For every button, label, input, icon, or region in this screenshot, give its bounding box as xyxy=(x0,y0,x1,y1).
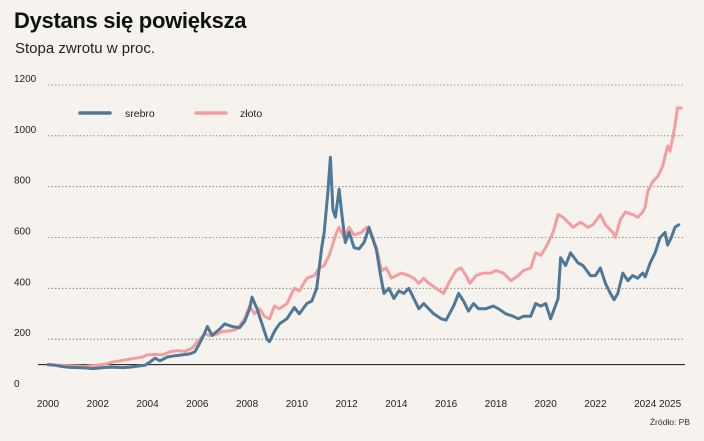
chart-title: Dystans się powiększa xyxy=(14,8,247,33)
y-tick-label: 200 xyxy=(14,328,31,339)
grid-lines xyxy=(38,84,685,366)
legend-label-zloto: złoto xyxy=(240,108,262,120)
y-tick-label: 1000 xyxy=(14,125,37,136)
y-tick-label: 800 xyxy=(14,176,31,187)
x-tick-label: 2012 xyxy=(335,399,358,410)
x-tick-label: 2006 xyxy=(186,399,209,410)
x-tick-label: 2018 xyxy=(485,399,508,410)
chart-subtitle: Stopa zwrotu w proc. xyxy=(15,40,156,57)
x-tick-label: 2022 xyxy=(584,399,607,410)
series-line-srebro xyxy=(46,155,681,371)
legend-label-srebro: srebro xyxy=(125,108,155,120)
x-tick-label: 2024 xyxy=(634,399,657,410)
y-tick-label: 1200 xyxy=(14,74,37,85)
x-tick-label: 2002 xyxy=(87,399,110,410)
series-lines xyxy=(46,106,683,371)
source-note: Źródło: PB xyxy=(649,417,690,427)
x-tick-label: 2000 xyxy=(37,399,60,410)
x-tick-label: 2010 xyxy=(286,399,309,410)
x-tick-label: 2014 xyxy=(385,399,408,410)
x-tick-label: 2020 xyxy=(535,399,558,410)
x-tick-label: 2016 xyxy=(435,399,458,410)
x-axis-tick-labels: 2000 2002 2004 2006 2008 2010 2012 2014 2016 2018… xyxy=(37,399,682,410)
x-tick-label: 2008 xyxy=(236,399,259,410)
y-axis-tick-labels: 0 200 400 600 800 1000 1200 xyxy=(14,74,37,390)
series-line-zloto xyxy=(46,106,683,368)
legend: srebro złoto xyxy=(78,108,262,120)
x-tick-label: 2025 xyxy=(659,399,682,410)
y-tick-label: 400 xyxy=(14,277,31,288)
y-tick-label: 600 xyxy=(14,227,31,238)
x-tick-label: 2004 xyxy=(136,399,159,410)
y-tick-label: 0 xyxy=(14,379,20,390)
